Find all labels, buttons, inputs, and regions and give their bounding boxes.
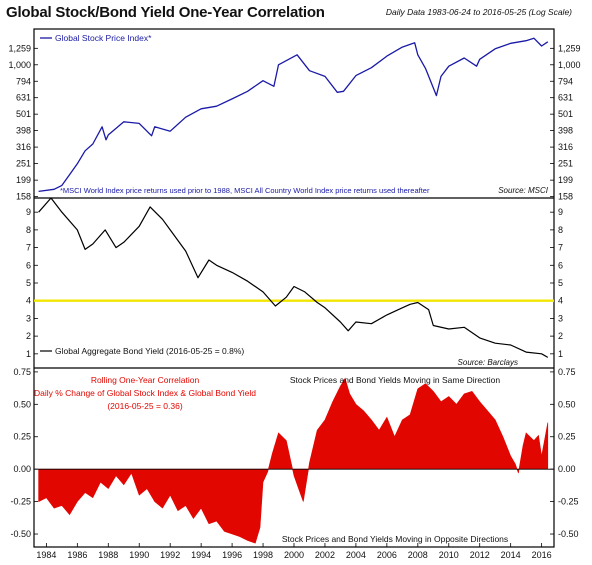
source-barclays: Source: Barclays [458, 358, 518, 367]
x-tick-label: 1998 [253, 550, 273, 560]
chart-title: Global Stock/Bond Yield One-Year Correla… [6, 4, 325, 21]
y-tick-label-right: 794 [558, 76, 573, 86]
y-tick-label-left: 631 [16, 93, 31, 103]
y-tick-label-right: 6 [558, 260, 563, 270]
legend-bond: Global Aggregate Bond Yield (2016-05-25 … [55, 346, 244, 356]
correlation-area [38, 377, 549, 544]
y-tick-label-right: 7 [558, 243, 563, 253]
y-tick-label-left: -0.25 [10, 497, 31, 507]
x-tick-label: 1984 [36, 550, 56, 560]
y-tick-label-left: 6 [26, 260, 31, 270]
y-tick-label-right: -0.50 [558, 529, 579, 539]
y-tick-label-right: 0.75 [558, 367, 576, 377]
y-tick-label-left: 1,259 [8, 43, 31, 53]
x-tick-label: 1992 [160, 550, 180, 560]
x-tick-label: 2014 [501, 550, 521, 560]
y-tick-label-left: 7 [26, 243, 31, 253]
x-tick-label: 1988 [98, 550, 118, 560]
annotation-opposite-direction: Stock Prices and Bond Yields Moving in O… [282, 534, 508, 544]
x-tick-label: 2004 [346, 550, 366, 560]
y-tick-label-right: 2 [558, 331, 563, 341]
y-tick-label-right: 0.50 [558, 399, 576, 409]
y-tick-label-right: 631 [558, 93, 573, 103]
x-tick-label: 2006 [377, 550, 397, 560]
y-tick-label-right: 3 [558, 313, 563, 323]
y-tick-label-left: 158 [16, 192, 31, 202]
y-tick-label-right: 1 [558, 349, 563, 359]
y-tick-label-left: 0.50 [13, 399, 31, 409]
source-msci: Source: MSCI [498, 186, 549, 195]
y-tick-label-right: -0.25 [558, 497, 579, 507]
bond-yield-line [38, 197, 549, 358]
y-tick-label-left: 0.00 [13, 464, 31, 474]
y-tick-label-left: 251 [16, 159, 31, 169]
x-tick-label: 1994 [191, 550, 211, 560]
y-tick-label-right: 1,000 [558, 60, 581, 70]
y-tick-label-right: 251 [558, 159, 573, 169]
y-tick-label-right: 316 [558, 142, 573, 152]
y-tick-label-left: 0.25 [13, 432, 31, 442]
x-tick-label: 2000 [284, 550, 304, 560]
x-tick-label: 2012 [470, 550, 490, 560]
y-tick-label-right: 398 [558, 126, 573, 136]
y-tick-label-right: 199 [558, 175, 573, 185]
correlation-title: Rolling One-Year Correlation [91, 375, 200, 385]
chart-subtitle: Daily Data 1983-06-24 to 2016-05-25 (Log… [385, 7, 572, 17]
y-tick-label-left: 5 [26, 278, 31, 288]
y-tick-label-left: 199 [16, 175, 31, 185]
y-tick-label-left: 316 [16, 142, 31, 152]
y-tick-label-left: 9 [26, 207, 31, 217]
x-tick-label: 2010 [439, 550, 459, 560]
y-tick-label-left: 794 [16, 76, 31, 86]
y-tick-label-right: 5 [558, 278, 563, 288]
x-tick-label: 1996 [222, 550, 242, 560]
x-tick-label: 2008 [408, 550, 428, 560]
y-tick-label-right: 1,259 [558, 43, 581, 53]
stock-index-line [38, 37, 549, 193]
y-tick-label-left: 1,000 [8, 60, 31, 70]
x-tick-label: 2002 [315, 550, 335, 560]
annotation-same-direction: Stock Prices and Bond Yields Moving in S… [290, 375, 501, 385]
y-tick-label-left: 501 [16, 109, 31, 119]
y-tick-label-left: 3 [26, 313, 31, 323]
y-tick-label-right: 8 [558, 225, 563, 235]
y-tick-label-left: 0.75 [13, 367, 31, 377]
y-tick-label-left: 4 [26, 296, 31, 306]
x-tick-label: 1986 [67, 550, 87, 560]
footnote: *MSCI World Index price returns used pri… [60, 186, 430, 195]
y-tick-label-right: 9 [558, 207, 563, 217]
y-tick-label-left: 398 [16, 126, 31, 136]
correlation-value-label: (2016-05-25 = 0.36) [107, 401, 183, 411]
y-tick-label-left: 8 [26, 225, 31, 235]
y-tick-label-right: 0.25 [558, 432, 576, 442]
y-tick-label-left: 1 [26, 349, 31, 359]
y-tick-label-left: 2 [26, 331, 31, 341]
x-tick-label: 2016 [532, 550, 552, 560]
correlation-subtitle: Daily % Change of Global Stock Index & G… [34, 388, 256, 398]
y-tick-label-right: 0.00 [558, 464, 576, 474]
x-tick-label: 1990 [129, 550, 149, 560]
y-tick-label-right: 4 [558, 296, 563, 306]
legend-stock: Global Stock Price Index* [55, 33, 152, 43]
y-tick-label-right: 501 [558, 109, 573, 119]
y-tick-label-right: 158 [558, 192, 573, 202]
y-tick-label-left: -0.50 [10, 529, 31, 539]
